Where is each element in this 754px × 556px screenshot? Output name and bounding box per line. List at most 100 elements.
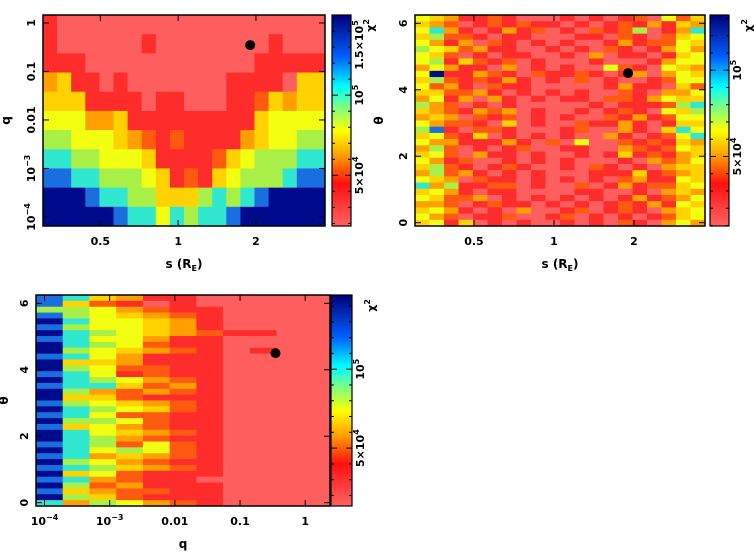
heatmap-cell xyxy=(249,441,277,448)
heatmap-cell xyxy=(647,52,662,59)
heatmap-cell xyxy=(254,15,269,35)
heatmap-cell xyxy=(127,168,143,189)
x-tick-label-text: 1 xyxy=(174,235,182,248)
heatmap-cell xyxy=(545,70,561,78)
colorbar-tick-label-sup: 5 xyxy=(351,84,360,90)
colorbar-tick-label: 5×104 xyxy=(351,156,366,194)
heatmap-cell xyxy=(647,89,662,97)
y-tick-label-text: 10 xyxy=(25,167,38,183)
y-tick-label-text: 10 xyxy=(25,215,38,231)
heatmap-cell xyxy=(429,114,445,121)
heatmap-cell xyxy=(502,39,517,47)
heatmap-cell xyxy=(603,89,619,97)
heatmap-cell xyxy=(632,114,648,121)
heatmap-cell xyxy=(155,110,171,131)
heatmap-cell xyxy=(36,412,64,419)
heatmap-cell xyxy=(458,21,474,28)
heatmap-cell xyxy=(545,132,561,140)
heatmap-cell xyxy=(502,46,517,53)
heatmap-cell xyxy=(487,39,503,47)
heatmap-cell xyxy=(473,95,488,103)
heatmap-cell xyxy=(142,336,171,343)
heatmap-cell xyxy=(282,34,298,54)
heatmap-cell xyxy=(560,176,575,183)
heatmap-cell xyxy=(89,359,117,366)
heatmap-cell xyxy=(141,130,157,150)
heatmap-cell xyxy=(62,464,90,472)
heatmap-cell xyxy=(661,194,677,202)
heatmap-cell xyxy=(676,27,691,35)
heatmap-cell xyxy=(196,306,224,313)
y-tick-label: 10−4 xyxy=(23,203,38,231)
heatmap-cell xyxy=(415,39,430,47)
heatmap-cell xyxy=(603,194,619,202)
heatmap-cell xyxy=(444,163,459,171)
heatmap-cell xyxy=(444,176,459,183)
heatmap-cell xyxy=(676,213,691,221)
heatmap-cell xyxy=(303,341,331,349)
heatmap-cell xyxy=(36,429,64,437)
heatmap-cell xyxy=(89,300,117,308)
heatmap-cell xyxy=(574,213,590,221)
heatmap-cell xyxy=(603,95,619,103)
heatmap-cell xyxy=(113,34,128,54)
heatmap-cell xyxy=(603,120,619,128)
heatmap-cell xyxy=(36,371,64,378)
heatmap-cell xyxy=(444,27,459,35)
heatmap-cell xyxy=(632,33,648,41)
heatmap-cell xyxy=(560,120,575,128)
heatmap-cell xyxy=(444,39,459,47)
heatmap-cell xyxy=(487,33,503,41)
heatmap-cell xyxy=(415,163,430,171)
heatmap-cell xyxy=(589,77,604,84)
heatmap-cell xyxy=(676,157,691,165)
heatmap-cell xyxy=(276,494,304,501)
heatmap-cell xyxy=(155,53,171,73)
heatmap-cell xyxy=(254,110,269,131)
heatmap-cell xyxy=(99,15,114,35)
heatmap-cell xyxy=(661,64,677,72)
heatmap-cell xyxy=(502,15,517,22)
heatmap-cell xyxy=(36,400,64,407)
heatmap-cell xyxy=(62,453,90,460)
heatmap-cell xyxy=(62,365,90,372)
heatmap-cell xyxy=(89,400,117,407)
heatmap-cell xyxy=(57,149,72,169)
heatmap-cell xyxy=(184,149,199,169)
heatmap-cell xyxy=(502,188,517,196)
heatmap-cell xyxy=(127,187,143,208)
heatmap-cell xyxy=(545,188,561,196)
heatmap-cell xyxy=(487,182,503,190)
heatmap-cell xyxy=(632,219,648,227)
heatmap-cell xyxy=(545,213,561,221)
heatmap-cell xyxy=(560,52,575,59)
heatmap-cell xyxy=(574,139,590,146)
heatmap-cell xyxy=(212,168,227,189)
heatmap-cell xyxy=(444,77,459,84)
heatmap-cell xyxy=(473,33,488,41)
heatmap-cell xyxy=(254,91,269,112)
heatmap-cell xyxy=(62,382,90,390)
heatmap-cell xyxy=(531,58,546,66)
heatmap-cell xyxy=(429,182,445,190)
heatmap-cell xyxy=(618,188,633,196)
heatmap-cell xyxy=(574,89,590,97)
heatmap-cell xyxy=(531,101,546,109)
heatmap-cell xyxy=(142,441,171,448)
heatmap-cell xyxy=(458,64,474,72)
heatmap-cell xyxy=(116,494,144,501)
heatmap-cell xyxy=(212,110,227,131)
heatmap-cell xyxy=(429,157,445,165)
heatmap-cell xyxy=(458,77,474,84)
heatmap-cell xyxy=(169,330,197,337)
heatmap-cell xyxy=(458,46,474,53)
heatmap-cell xyxy=(574,39,590,47)
heatmap-cell xyxy=(676,58,691,66)
heatmap-cell xyxy=(429,89,445,97)
heatmap-cell xyxy=(560,163,575,171)
heatmap-cell xyxy=(632,95,648,103)
heatmap-cell xyxy=(574,114,590,121)
heatmap-cell xyxy=(661,101,677,109)
heatmap-cell xyxy=(226,206,241,227)
heatmap-cell xyxy=(276,423,304,431)
